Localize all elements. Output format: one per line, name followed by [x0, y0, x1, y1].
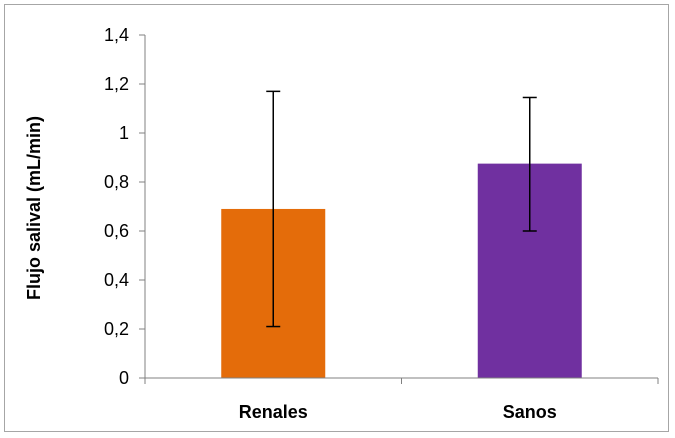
- y-tick-label: 0,2: [104, 319, 129, 339]
- y-tick-label: 1: [119, 123, 129, 143]
- y-tick-label: 0,6: [104, 221, 129, 241]
- y-tick-label: 1,2: [104, 74, 129, 94]
- y-axis-title: Flujo salival (mL/min): [24, 116, 44, 300]
- x-tick-label-sanos: Sanos: [503, 402, 557, 422]
- y-tick-label: 0,4: [104, 270, 129, 290]
- bars-layer: [221, 163, 582, 378]
- y-tick-label: 1,4: [104, 25, 129, 45]
- axes-layer: [139, 34, 659, 384]
- error-bars-layer: [266, 90, 537, 328]
- y-tick-label: 0,8: [104, 172, 129, 192]
- y-tick-label: 0: [119, 368, 129, 388]
- x-tick-label-renales: Renales: [239, 402, 308, 422]
- labels-layer: Renales Sanos 0 0,2 0,4 0,6 0,8 1 1,2 1,4: [104, 25, 557, 422]
